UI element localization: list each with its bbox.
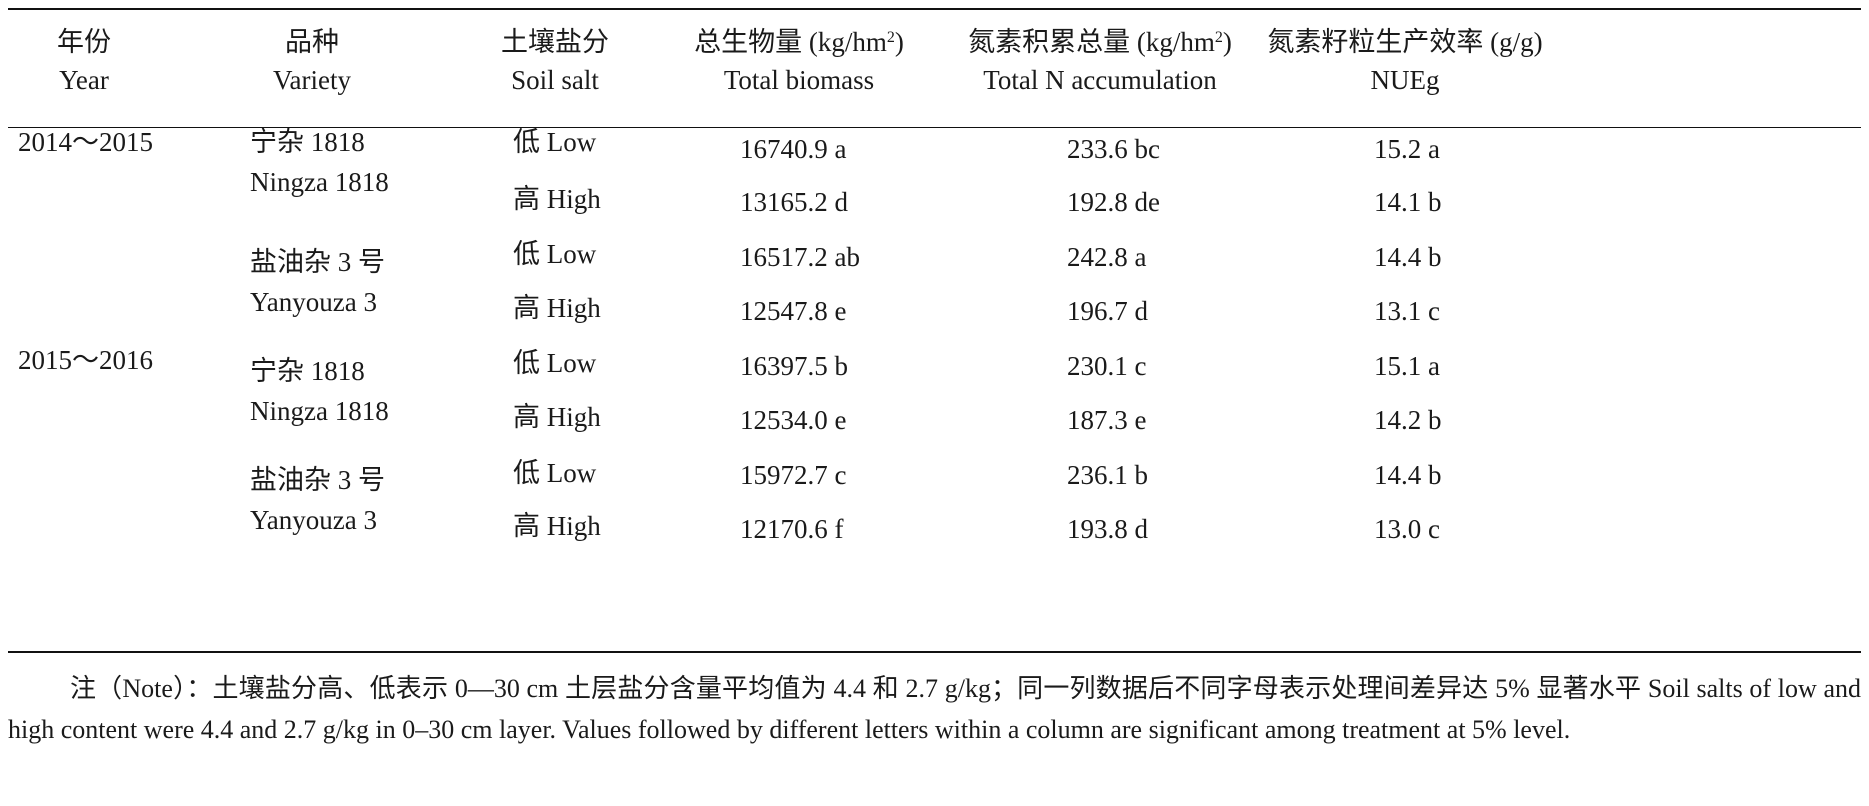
header-total-biomass-en: Total biomass (723, 65, 875, 95)
table-header-rule (8, 127, 1861, 128)
biomass-cell: 16517.2 ab (740, 242, 860, 272)
n-total-cell: 236.1 b (1067, 460, 1148, 490)
soil-salt-cell: 高 High (513, 511, 601, 541)
variety-label-zh: 盐油杂 3 号 (250, 247, 385, 277)
nueg-cell: 15.1 a (1374, 351, 1440, 381)
header-total-biomass-zh: 总生物量 (kg/hm2) (694, 27, 904, 57)
biomass-cell: 12534.0 e (740, 405, 847, 435)
nueg-cell: 14.1 b (1374, 187, 1442, 217)
table-note: 注（Note）：土壤盐分高、低表示 0—30 cm 土层盐分含量平均值为 4.4… (8, 674, 1861, 744)
header-variety-zh: 品种 (285, 27, 339, 57)
year-label: 2015～2016 (18, 345, 153, 375)
nueg-cell: 15.2 a (1374, 134, 1440, 164)
variety-label-zh: 宁杂 1818 (250, 127, 365, 157)
soil-salt-cell: 低 Low (513, 348, 597, 378)
soil-salt-cell: 低 Low (513, 127, 597, 157)
header-total-n-en: Total N accumulation (983, 65, 1217, 95)
variety-label-en: Yanyouza 3 (250, 287, 377, 317)
biomass-cell: 12170.6 f (740, 514, 844, 544)
table-bottom-rule (8, 651, 1861, 653)
table-top-rule (8, 8, 1861, 10)
soil-salt-cell: 低 Low (513, 458, 597, 488)
n-total-cell: 230.1 c (1067, 351, 1147, 381)
header-nueg-zh: 氮素籽粒生产效率 (g/g) (1267, 27, 1543, 57)
n-total-cell: 187.3 e (1067, 405, 1147, 435)
n-total-cell: 196.7 d (1067, 296, 1148, 326)
nueg-cell: 14.4 b (1374, 460, 1442, 490)
header-soil-salt-en: Soil salt (511, 65, 599, 95)
year-label: 2014～2015 (18, 127, 153, 157)
header-year-en: Year (59, 65, 109, 95)
soil-salt-cell: 高 High (513, 402, 601, 432)
n-total-cell: 193.8 d (1067, 514, 1148, 544)
n-total-cell: 192.8 de (1067, 187, 1160, 217)
nueg-cell: 14.4 b (1374, 242, 1442, 272)
variety-label-zh: 宁杂 1818 (250, 356, 365, 386)
soil-salt-cell: 低 Low (513, 239, 597, 269)
header-variety-en: Variety (273, 65, 351, 95)
n-total-cell: 242.8 a (1067, 242, 1147, 272)
nueg-cell: 14.2 b (1374, 405, 1442, 435)
biomass-cell: 15972.7 c (740, 460, 847, 490)
biomass-cell: 12547.8 e (740, 296, 847, 326)
biomass-cell: 13165.2 d (740, 187, 848, 217)
soil-salt-cell: 高 High (513, 184, 601, 214)
nueg-cell: 13.1 c (1374, 296, 1440, 326)
header-nueg-en: NUEg (1370, 65, 1440, 95)
header-soil-salt-zh: 土壤盐分 (501, 27, 609, 57)
variety-label-zh: 盐油杂 3 号 (250, 465, 385, 495)
variety-label-en: Ningza 1818 (250, 396, 389, 426)
n-total-cell: 233.6 bc (1067, 134, 1160, 164)
header-year-zh: 年份 (57, 27, 111, 57)
nueg-cell: 13.0 c (1374, 514, 1440, 544)
variety-label-en: Ningza 1818 (250, 167, 389, 197)
variety-label-en: Yanyouza 3 (250, 505, 377, 535)
biomass-cell: 16397.5 b (740, 351, 848, 381)
soil-salt-cell: 高 High (513, 293, 601, 323)
header-total-n-zh: 氮素积累总量 (kg/hm2) (968, 27, 1232, 57)
biomass-cell: 16740.9 a (740, 134, 847, 164)
